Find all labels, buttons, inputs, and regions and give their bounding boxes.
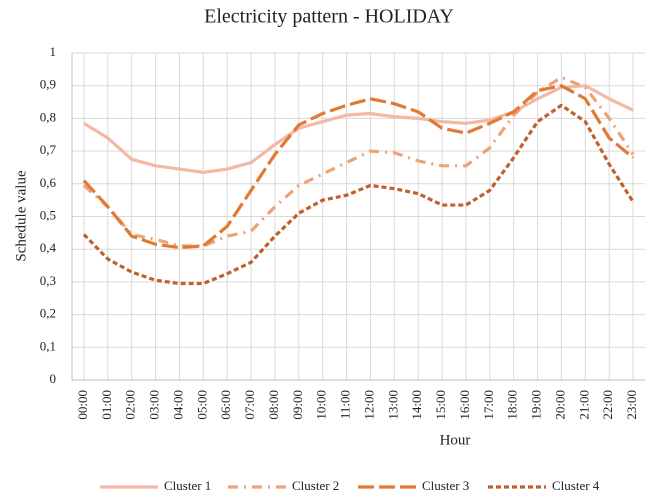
x-tick-label: 10:00 [314,390,329,420]
x-tick-label: 08:00 [266,390,281,420]
legend-label: Cluster 3 [422,478,469,493]
series-line [83,84,634,174]
x-tick-label: 21:00 [576,390,591,420]
y-tick-label: 0,2 [40,306,56,321]
legend-label: Cluster 2 [292,478,339,493]
x-tick-label: 15:00 [433,390,448,420]
y-tick-label: 0,8 [40,109,56,124]
x-tick-label: 07:00 [242,390,257,420]
x-tick-label: 17:00 [481,390,496,420]
y-tick-label: 0,5 [40,207,56,222]
y-tick-label: 0,6 [40,175,57,190]
x-tick-label: 18:00 [505,390,520,420]
series-line [82,75,635,248]
y-tick-label: 0,7 [40,142,57,157]
series-line [82,103,635,286]
legend-label: Cluster 1 [164,478,211,493]
x-tick-label: 12:00 [361,390,376,420]
x-tick-label: 20:00 [552,390,567,420]
x-tick-label: 13:00 [385,390,400,420]
y-tick-label: 0,9 [40,77,56,92]
x-tick-label: 11:00 [338,390,353,419]
y-axis-label: Schedule value [13,170,29,262]
x-tick-label: 03:00 [147,390,162,420]
x-tick-label: 16:00 [457,390,472,420]
series-line [82,84,635,250]
y-tick-label: 0,3 [40,273,56,288]
x-tick-label: 01:00 [99,390,114,420]
y-tick-label: 1 [50,44,57,59]
x-tick-label: 22:00 [600,390,615,420]
x-tick-label: 23:00 [624,390,639,420]
y-tick-label: 0 [50,371,57,386]
chart-title: Electricity pattern - HOLIDAY [204,6,454,28]
x-tick-label: 14:00 [409,390,424,420]
legend-label: Cluster 4 [552,478,600,493]
x-axis-label: Hour [440,432,471,448]
x-tick-label: 05:00 [194,390,209,420]
x-tick-label: 04:00 [170,390,185,420]
x-tick-label: 06:00 [218,390,233,420]
x-tick-label: 00:00 [75,390,90,420]
x-tick-label: 02:00 [123,390,138,420]
y-tick-label: 0,4 [40,240,57,255]
x-tick-label: 19:00 [529,390,544,420]
y-tick-label: 0,1 [40,338,56,353]
x-tick-label: 09:00 [290,390,305,420]
